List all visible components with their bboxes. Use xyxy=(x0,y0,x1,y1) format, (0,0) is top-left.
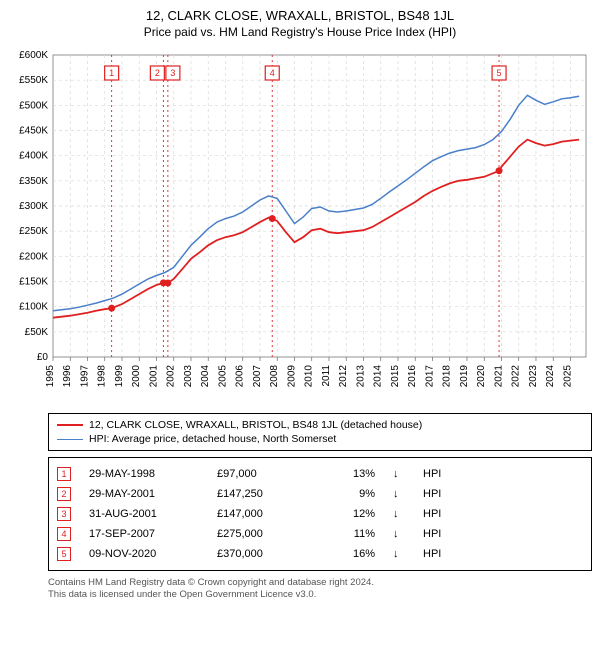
svg-text:£400K: £400K xyxy=(19,151,48,162)
legend-label: HPI: Average price, detached house, Nort… xyxy=(89,433,336,445)
svg-text:3: 3 xyxy=(170,68,175,78)
svg-text:2005: 2005 xyxy=(217,365,228,388)
svg-text:2000: 2000 xyxy=(131,365,142,388)
down-arrow-icon: ↓ xyxy=(393,508,405,520)
transaction-row: 2 29-MAY-2001 £147,250 9% ↓ HPI xyxy=(57,484,583,504)
svg-text:2015: 2015 xyxy=(390,365,401,388)
svg-text:£550K: £550K xyxy=(19,75,48,86)
svg-text:2009: 2009 xyxy=(286,365,297,388)
transaction-price: £147,000 xyxy=(217,508,307,520)
transaction-date: 31-AUG-2001 xyxy=(89,508,199,520)
transaction-diff: 16% xyxy=(325,548,375,560)
svg-text:2004: 2004 xyxy=(200,365,211,388)
transaction-diff: 13% xyxy=(325,468,375,480)
svg-text:£150K: £150K xyxy=(19,277,48,288)
svg-text:2020: 2020 xyxy=(476,365,487,388)
svg-text:2: 2 xyxy=(155,68,160,78)
price-chart: £0 £50K £100K £150K £200K £250K £300K £350K £400… xyxy=(8,47,592,407)
svg-text:£100K: £100K xyxy=(19,302,48,313)
transaction-row: 1 29-MAY-1998 £97,000 13% ↓ HPI xyxy=(57,464,583,484)
svg-text:1995: 1995 xyxy=(45,365,56,388)
svg-text:2021: 2021 xyxy=(493,365,504,388)
transaction-date: 17-SEP-2007 xyxy=(89,528,199,540)
transaction-hpi-label: HPI xyxy=(423,528,453,540)
transaction-price: £97,000 xyxy=(217,468,307,480)
transaction-hpi-label: HPI xyxy=(423,468,453,480)
svg-text:£200K: £200K xyxy=(19,251,48,262)
legend: 12, CLARK CLOSE, WRAXALL, BRISTOL, BS48 … xyxy=(48,413,592,451)
svg-text:2011: 2011 xyxy=(321,365,332,387)
chart-container: £0 £50K £100K £150K £200K £250K £300K £350K £400… xyxy=(8,47,592,407)
transaction-hpi-label: HPI xyxy=(423,488,453,500)
legend-swatch xyxy=(57,439,83,440)
transaction-date: 29-MAY-1998 xyxy=(89,468,199,480)
down-arrow-icon: ↓ xyxy=(393,528,405,540)
svg-text:2002: 2002 xyxy=(166,365,177,388)
transaction-marker-box: 4 xyxy=(57,527,71,541)
transaction-date: 29-MAY-2001 xyxy=(89,488,199,500)
svg-text:£600K: £600K xyxy=(19,50,48,61)
svg-text:£300K: £300K xyxy=(19,201,48,212)
transaction-diff: 9% xyxy=(325,488,375,500)
svg-text:2025: 2025 xyxy=(562,365,573,388)
transaction-price: £370,000 xyxy=(217,548,307,560)
svg-text:£50K: £50K xyxy=(25,327,49,338)
transaction-hpi-label: HPI xyxy=(423,508,453,520)
legend-label: 12, CLARK CLOSE, WRAXALL, BRISTOL, BS48 … xyxy=(89,419,422,431)
transaction-marker-box: 5 xyxy=(57,547,71,561)
footer-line-2: This data is licensed under the Open Gov… xyxy=(48,589,592,601)
chart-title: 12, CLARK CLOSE, WRAXALL, BRISTOL, BS48 … xyxy=(8,8,592,23)
svg-text:1: 1 xyxy=(109,68,114,78)
svg-text:£350K: £350K xyxy=(19,176,48,187)
svg-text:2017: 2017 xyxy=(424,365,435,388)
transaction-marker-box: 3 xyxy=(57,507,71,521)
svg-text:£450K: £450K xyxy=(19,126,48,137)
footer: Contains HM Land Registry data © Crown c… xyxy=(48,577,592,602)
transaction-row: 4 17-SEP-2007 £275,000 11% ↓ HPI xyxy=(57,524,583,544)
down-arrow-icon: ↓ xyxy=(393,468,405,480)
transaction-row: 5 09-NOV-2020 £370,000 16% ↓ HPI xyxy=(57,544,583,564)
transaction-marker-box: 2 xyxy=(57,487,71,501)
legend-row: HPI: Average price, detached house, Nort… xyxy=(57,432,583,446)
svg-text:2001: 2001 xyxy=(148,365,159,388)
transaction-price: £147,250 xyxy=(217,488,307,500)
svg-text:2014: 2014 xyxy=(373,365,384,388)
transaction-diff: 12% xyxy=(325,508,375,520)
transaction-marker-box: 1 xyxy=(57,467,71,481)
svg-text:4: 4 xyxy=(270,68,275,78)
chart-subtitle: Price paid vs. HM Land Registry's House … xyxy=(8,25,592,39)
transaction-hpi-label: HPI xyxy=(423,548,453,560)
svg-text:2010: 2010 xyxy=(304,365,315,388)
down-arrow-icon: ↓ xyxy=(393,548,405,560)
transaction-diff: 11% xyxy=(325,528,375,540)
svg-text:1998: 1998 xyxy=(97,365,108,388)
transactions-table: 1 29-MAY-1998 £97,000 13% ↓ HPI 2 29-MAY-2001 £1… xyxy=(48,457,592,571)
svg-text:2024: 2024 xyxy=(545,365,556,388)
svg-text:1999: 1999 xyxy=(114,365,125,388)
svg-text:5: 5 xyxy=(497,68,502,78)
svg-text:2018: 2018 xyxy=(442,365,453,388)
svg-text:£500K: £500K xyxy=(19,100,48,111)
transaction-price: £275,000 xyxy=(217,528,307,540)
legend-swatch xyxy=(57,424,83,426)
svg-text:1997: 1997 xyxy=(79,365,90,388)
svg-text:2012: 2012 xyxy=(338,365,349,388)
down-arrow-icon: ↓ xyxy=(393,488,405,500)
legend-row: 12, CLARK CLOSE, WRAXALL, BRISTOL, BS48 … xyxy=(57,418,583,432)
svg-text:2019: 2019 xyxy=(459,365,470,388)
svg-text:2008: 2008 xyxy=(269,365,280,388)
transaction-row: 3 31-AUG-2001 £147,000 12% ↓ HPI xyxy=(57,504,583,524)
svg-text:£0: £0 xyxy=(37,352,49,363)
svg-text:£250K: £250K xyxy=(19,226,48,237)
svg-text:2023: 2023 xyxy=(528,365,539,388)
svg-text:2013: 2013 xyxy=(355,365,366,388)
svg-text:2016: 2016 xyxy=(407,365,418,388)
svg-text:2007: 2007 xyxy=(252,365,263,388)
transaction-date: 09-NOV-2020 xyxy=(89,548,199,560)
svg-text:2022: 2022 xyxy=(511,365,522,388)
svg-text:2003: 2003 xyxy=(183,365,194,388)
footer-line-1: Contains HM Land Registry data © Crown c… xyxy=(48,577,592,589)
svg-text:1996: 1996 xyxy=(62,365,73,388)
svg-text:2006: 2006 xyxy=(235,365,246,388)
